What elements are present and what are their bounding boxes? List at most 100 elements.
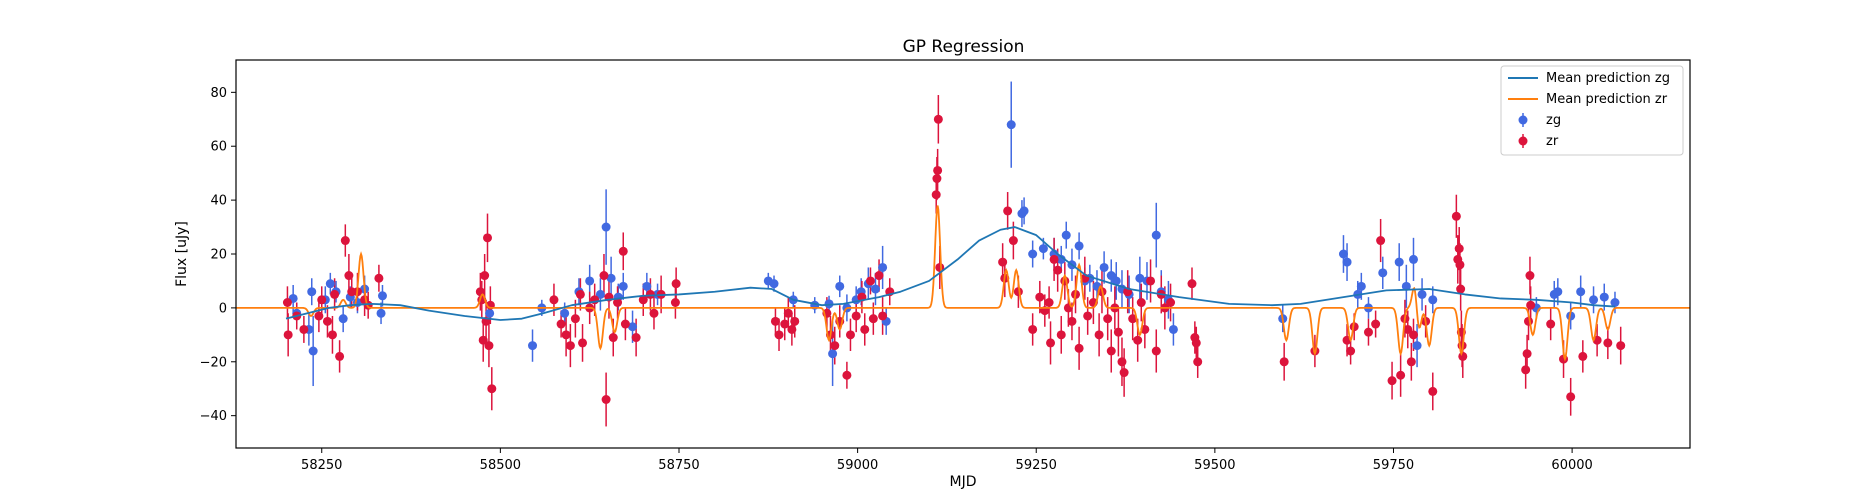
zr-point — [601, 395, 611, 404]
zr-point — [1363, 327, 1373, 337]
zr-point — [845, 330, 855, 340]
zg-point — [1576, 287, 1586, 297]
y-tick-label: 40 — [210, 194, 227, 209]
zr-point — [1049, 254, 1059, 264]
zr-point — [374, 273, 384, 283]
zr-point — [549, 295, 559, 305]
zr-point — [1616, 341, 1626, 351]
zr-point — [1603, 338, 1613, 348]
x-tick-label: 58500 — [480, 458, 521, 473]
zr-point — [932, 174, 942, 184]
zr-point — [1525, 271, 1535, 281]
zr-point — [878, 311, 888, 321]
zg-point — [601, 222, 611, 232]
zr-point — [783, 308, 793, 318]
x-tick-label: 60000 — [1551, 458, 1592, 473]
zr-point — [1406, 357, 1416, 367]
zr-point — [575, 289, 585, 299]
zr-point — [1454, 244, 1464, 254]
zg-point — [1394, 257, 1404, 267]
x-axis-label: MJD — [950, 474, 977, 490]
zr-point — [578, 338, 588, 348]
legend-label-zr: zr — [1546, 134, 1559, 149]
zg-point — [1417, 289, 1427, 299]
zg-point — [769, 279, 779, 289]
zr-point — [780, 319, 790, 329]
y-tick-label: −20 — [200, 355, 227, 370]
zr-point — [317, 295, 327, 305]
zr-point — [1113, 327, 1123, 337]
x-tick-label: 59750 — [1373, 458, 1414, 473]
zr-point — [1521, 365, 1531, 375]
zr-point — [1003, 206, 1013, 216]
zr-point — [618, 246, 628, 256]
zr-point — [1458, 351, 1468, 361]
zr-point — [1279, 357, 1289, 367]
zr-point — [327, 330, 337, 340]
zr-point — [1035, 292, 1045, 302]
zr-point — [1133, 335, 1143, 345]
zg-point — [1356, 281, 1366, 291]
y-axis-label: Flux [uJy] — [174, 221, 190, 287]
zr-point — [670, 298, 680, 307]
zr-point — [1103, 314, 1113, 324]
legend-marker-zr — [1518, 136, 1528, 146]
zg-point — [1135, 273, 1145, 283]
zr-point — [874, 271, 884, 281]
zr-point — [335, 351, 345, 361]
chart-title: GP Regression — [903, 37, 1025, 57]
y-tick-label: 80 — [210, 86, 227, 101]
zr-point — [1371, 319, 1381, 329]
zr-point — [1151, 346, 1161, 356]
zr-point — [330, 289, 340, 299]
zr-point — [1191, 338, 1201, 348]
zg-point — [376, 308, 386, 318]
zr-point — [1451, 211, 1461, 221]
x-tick-label: 58750 — [658, 458, 699, 473]
zg-point — [1610, 298, 1620, 307]
zr-point — [478, 335, 488, 345]
zr-point — [484, 341, 494, 351]
zr-point — [1166, 298, 1176, 307]
zg-point — [325, 279, 335, 289]
zg-point — [485, 308, 495, 318]
zr-point — [1117, 357, 1127, 367]
zr-point — [1546, 319, 1556, 329]
zg-point — [642, 281, 652, 291]
zr-point — [860, 324, 870, 334]
zg-point — [308, 346, 318, 356]
zr-point — [608, 333, 618, 343]
zr-point — [1403, 324, 1413, 334]
zg-point — [1168, 324, 1178, 334]
zr-point — [868, 314, 878, 324]
zg-point — [1056, 254, 1066, 264]
zr-point — [620, 319, 630, 329]
zr-point — [613, 298, 623, 307]
zg-point — [1412, 341, 1422, 351]
zr-point — [344, 271, 354, 281]
zg-point — [1006, 120, 1016, 130]
zg-point — [1401, 281, 1411, 291]
zg-point — [606, 273, 616, 283]
zr-point — [565, 341, 575, 351]
zg-point — [377, 291, 387, 301]
zr-point — [1053, 265, 1063, 275]
legend-label-mean-zr: Mean prediction zr — [1546, 92, 1668, 107]
zr-point — [1094, 330, 1104, 340]
zg-point — [528, 341, 538, 351]
zg-point — [338, 314, 348, 324]
zr-point — [1566, 392, 1576, 402]
zr-point — [631, 333, 641, 343]
zr-point — [790, 316, 800, 326]
zr-point — [1063, 303, 1073, 313]
zr-point — [1408, 330, 1418, 340]
zr-point — [931, 190, 941, 200]
zr-point — [340, 236, 350, 246]
zg-point — [835, 281, 845, 291]
zr-point — [671, 279, 681, 289]
zr-point — [770, 316, 780, 326]
zg-point — [1111, 276, 1121, 286]
mean-zg-line — [285, 226, 1616, 321]
zr-point — [1187, 279, 1197, 289]
zr-point — [570, 314, 580, 324]
